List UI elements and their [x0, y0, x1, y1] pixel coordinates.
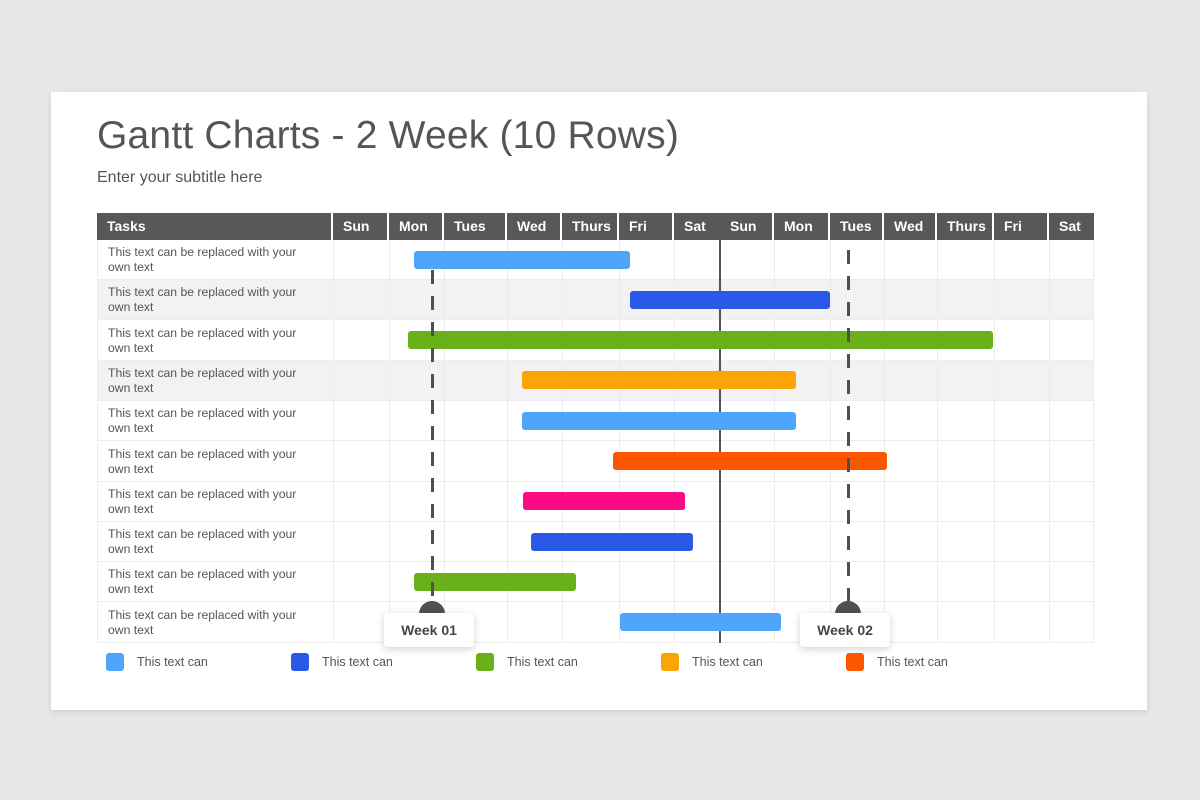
grid-line [674, 240, 675, 643]
legend-swatch [476, 653, 494, 671]
table-border [97, 240, 1094, 643]
slide-card [51, 92, 1147, 710]
task-bar[interactable] [522, 371, 796, 390]
task-bar[interactable] [523, 492, 685, 511]
header-day-mon: Mon [389, 213, 444, 240]
grid-line [389, 240, 390, 643]
grid-line [444, 240, 445, 643]
legend-swatch [291, 653, 309, 671]
grid-line [884, 240, 885, 643]
header-day-fri: Fri [994, 213, 1049, 240]
grid-line [619, 240, 620, 643]
table-row [97, 321, 1094, 361]
task-label[interactable]: This text can be replaced with your own … [108, 365, 297, 395]
table-row [97, 562, 1094, 603]
legend-label: This text can [877, 655, 948, 669]
page-subtitle: Enter your subtitle here [97, 169, 263, 186]
task-bar[interactable] [613, 452, 887, 470]
legend-swatch [106, 653, 124, 671]
legend-item: This text can [291, 653, 393, 671]
week-marker-line [431, 270, 434, 610]
grid-line [333, 240, 334, 643]
week-marker-label: Week 02 [800, 613, 890, 647]
table-row [97, 442, 1094, 482]
legend-label: This text can [507, 655, 578, 669]
header-day-wed: Wed [884, 213, 937, 240]
header-day-fri: Fri [619, 213, 674, 240]
task-bar[interactable] [630, 290, 830, 309]
header-day-tues: Tues [830, 213, 884, 240]
header-day-sun: Sun [333, 213, 389, 240]
legend-item: This text can [846, 653, 948, 671]
table-row [97, 522, 1094, 563]
table-row [97, 482, 1094, 522]
header-day-mon: Mon [774, 213, 830, 240]
header-day-sat: Sat [674, 213, 720, 240]
week-marker-label: Week 01 [384, 613, 474, 647]
weekend-divider [719, 240, 721, 643]
task-label[interactable]: This text can be replaced with your own … [108, 567, 297, 597]
header-day-thurs: Thurs [562, 213, 619, 240]
table-row [97, 240, 1094, 280]
header-day-wed: Wed [507, 213, 562, 240]
task-bar[interactable] [414, 572, 576, 591]
header-day-sun: Sun [720, 213, 774, 240]
grid-line [562, 240, 563, 643]
task-label[interactable]: This text can be replaced with your own … [108, 285, 297, 315]
task-label[interactable]: This text can be replaced with your own … [108, 527, 297, 557]
legend-item: This text can [476, 653, 578, 671]
task-label[interactable]: This text can be replaced with your own … [108, 607, 297, 637]
grid-line [1049, 240, 1050, 643]
table-row [97, 280, 1094, 321]
task-label[interactable]: This text can be replaced with your own … [108, 486, 297, 516]
grid-line [830, 240, 831, 643]
legend-label: This text can [322, 655, 393, 669]
header-tasks: Tasks [97, 213, 333, 240]
grid-line [994, 240, 995, 643]
page-title: Gantt Charts - 2 Week (10 Rows) [97, 114, 680, 157]
legend-swatch [846, 653, 864, 671]
header-day-tues: Tues [444, 213, 507, 240]
task-label[interactable]: This text can be replaced with your own … [108, 325, 297, 355]
task-label[interactable]: This text can be replaced with your own … [108, 245, 297, 274]
task-bar[interactable] [531, 532, 693, 551]
grid-line [937, 240, 938, 643]
grid-line [774, 240, 775, 643]
legend-item: This text can [106, 653, 208, 671]
legend-label: This text can [137, 655, 208, 669]
header-day-sat: Sat [1049, 213, 1094, 240]
task-label[interactable]: This text can be replaced with your own … [108, 406, 297, 436]
task-label[interactable]: This text can be replaced with your own … [108, 446, 297, 476]
grid-line [507, 240, 508, 643]
header-day-thurs: Thurs [937, 213, 994, 240]
table-row [97, 401, 1094, 442]
legend-item: This text can [661, 653, 763, 671]
legend-swatch [661, 653, 679, 671]
task-bar[interactable] [414, 250, 630, 269]
task-bar[interactable] [408, 331, 993, 350]
legend-label: This text can [692, 655, 763, 669]
task-bar[interactable] [522, 411, 796, 430]
task-bar[interactable] [620, 613, 781, 632]
week-marker-line [847, 250, 850, 610]
